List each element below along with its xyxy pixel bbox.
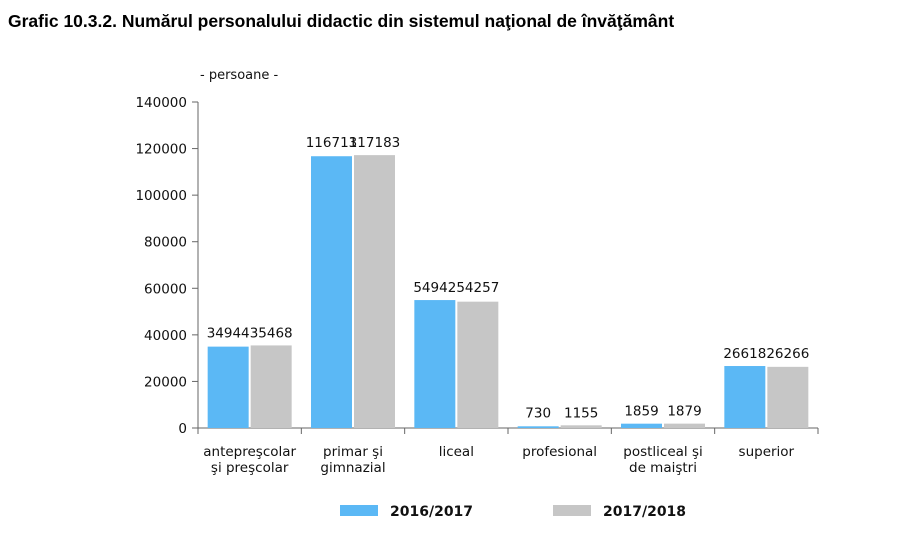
category-label: primar şi	[323, 444, 383, 460]
bar-series2	[354, 155, 395, 428]
axes: 0 20000 40000 60000 80000 100000 120000 140000	[135, 95, 819, 437]
category-label: gimnazial	[320, 460, 385, 476]
legend-swatch	[340, 505, 378, 516]
value-label: 54942	[413, 280, 456, 296]
bar-series2	[457, 301, 499, 428]
category-label: de maiştri	[629, 460, 697, 476]
y-tick-label: 40000	[144, 328, 187, 344]
value-label: 34944	[207, 325, 250, 341]
bar-series2	[767, 366, 809, 428]
bars	[207, 155, 809, 428]
bar-series1	[621, 423, 662, 428]
bar-series2	[560, 425, 602, 428]
y-tick-label: 20000	[144, 374, 187, 390]
y-tick-label: 120000	[135, 142, 187, 158]
y-tick-label: 60000	[144, 281, 187, 297]
legend-swatch	[553, 505, 591, 516]
bar-series2	[250, 345, 292, 428]
bar-series1	[517, 426, 559, 428]
category-label: şi preşcolar	[211, 460, 289, 476]
legend-label: 2016/2017	[390, 504, 473, 520]
bar-series1	[724, 366, 766, 428]
bar-series1	[414, 300, 456, 428]
value-label: 1879	[667, 404, 701, 420]
category-label: superior	[739, 444, 795, 460]
y-tick-label: 80000	[144, 235, 187, 251]
category-label: profesional	[522, 444, 597, 460]
chart-title: Grafic 10.3.2. Numărul personalului dida…	[8, 11, 675, 31]
bar-series1	[311, 156, 352, 428]
bar-series2	[664, 423, 705, 428]
category-label: liceal	[439, 444, 474, 460]
value-label: 26266	[766, 346, 809, 362]
value-label: 1155	[564, 405, 598, 421]
y-tick-label: 140000	[135, 95, 187, 111]
legend-label: 2017/2018	[603, 504, 686, 520]
value-label: 35468	[250, 325, 293, 341]
value-label: 116713	[306, 135, 358, 151]
category-label: antepreşcolar	[203, 444, 296, 460]
value-label: 1859	[624, 404, 658, 420]
y-tick-label: 0	[178, 421, 187, 437]
y-unit-label: - persoane -	[200, 68, 278, 83]
value-label: 26618	[723, 346, 766, 362]
value-label: 54257	[456, 280, 499, 296]
y-tick-label: 100000	[135, 188, 187, 204]
value-label: 730	[525, 405, 551, 421]
legend: 2016/2017 2017/2018	[340, 504, 686, 520]
value-label: 117183	[349, 135, 401, 151]
category-label: postliceal şi	[623, 444, 702, 460]
bar-series1	[207, 346, 249, 428]
